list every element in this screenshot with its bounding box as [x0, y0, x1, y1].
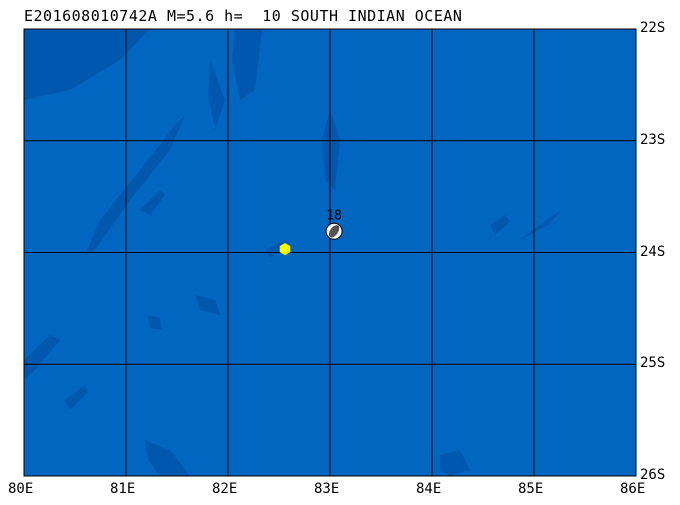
latitude-label: 23S	[640, 131, 666, 148]
longitude-label: 86E	[620, 481, 646, 497]
bathymetry-features	[24, 29, 560, 476]
focal-mechanism-beachball-icon[interactable]	[325, 222, 343, 240]
latitude-label: 25S	[640, 355, 666, 372]
longitude-label: 84E	[416, 481, 442, 497]
latitude-label: 22S	[640, 20, 666, 36]
longitude-label: 83E	[314, 481, 340, 497]
latitude-label: 24S	[640, 243, 666, 260]
longitude-label: 81E	[110, 481, 136, 497]
map-frame	[23, 28, 637, 477]
latitude-label: 26S	[640, 467, 666, 483]
longitude-label: 80E	[8, 481, 34, 497]
longitude-label: 82E	[212, 481, 238, 497]
epicenter-hexagon-marker[interactable]	[279, 242, 291, 256]
longitude-label: 85E	[518, 481, 544, 497]
event-depth-label: 18	[326, 208, 342, 223]
map-title: E201608010742A M=5.6 h= 10 SOUTH INDIAN …	[24, 7, 463, 25]
